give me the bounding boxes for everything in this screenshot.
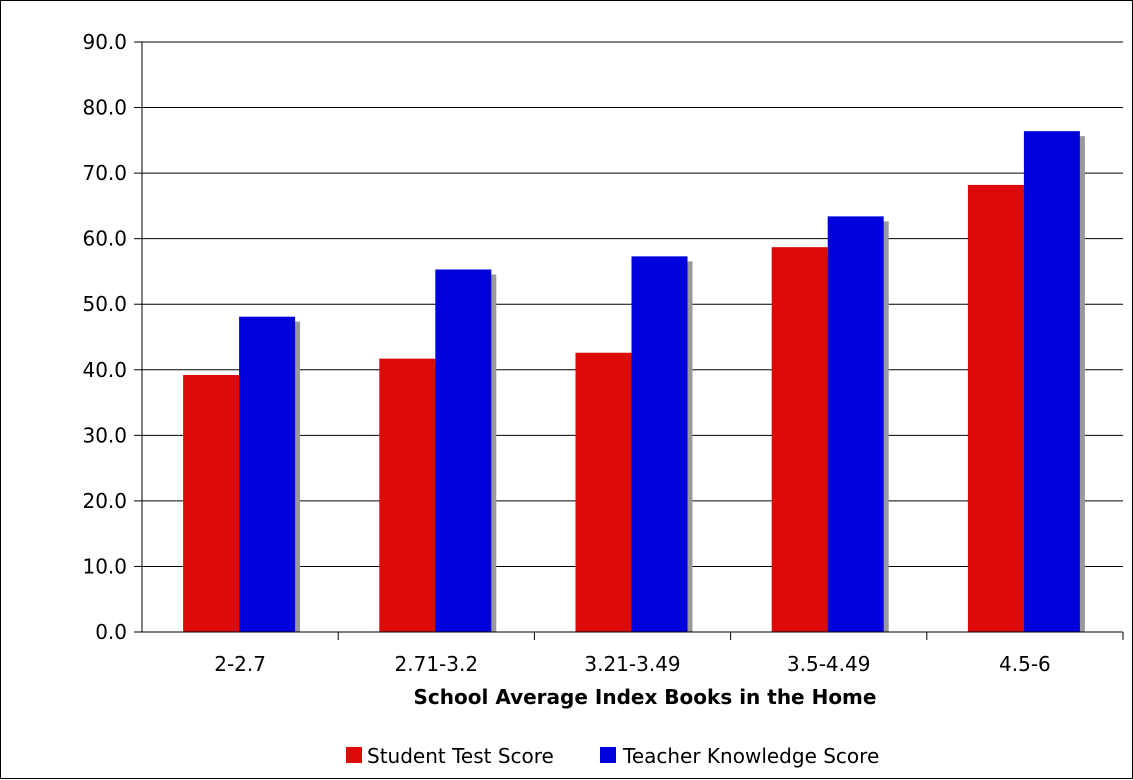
y-tick-label: 30.0 [82, 423, 127, 447]
y-tick-label: 0.0 [95, 620, 127, 644]
x-tick-label: 2-2.7 [214, 652, 266, 676]
legend-label: Teacher Knowledge Score [622, 744, 879, 768]
axes [134, 41, 1124, 640]
x-tick-label: 2.71-3.2 [395, 652, 479, 676]
y-tick-label: 10.0 [82, 554, 127, 578]
bar-student-3 [771, 247, 828, 632]
bar-student-0 [183, 375, 240, 632]
y-tick-label: 80.0 [82, 96, 127, 120]
bar-teacher-4 [1023, 131, 1080, 632]
bar-teacher-2 [631, 256, 688, 632]
bars [183, 131, 1085, 632]
x-tick-labels: 2-2.7 2.71-3.2 3.21-3.49 3.5-4.49 4.5-6 [214, 652, 1051, 676]
x-axis-title: School Average Index Books in the Home [414, 685, 877, 709]
y-tick-label: 70.0 [82, 161, 127, 185]
x-tick-label: 4.5-6 [999, 652, 1051, 676]
x-tick-label: 3.5-4.49 [787, 652, 871, 676]
legend-swatch [600, 747, 616, 763]
y-tick-label: 50.0 [82, 292, 127, 316]
x-tick-label: 3.21-3.49 [584, 652, 680, 676]
y-tick-labels: 0.0 10.0 20.0 30.0 40.0 50.0 60.0 70.0 80.0 90.0 [82, 30, 127, 644]
legend: Student Test Score Teacher Knowledge Scor… [346, 744, 879, 768]
bar-student-4 [967, 184, 1024, 632]
bar-student-2 [575, 352, 632, 632]
y-tick-label: 90.0 [82, 30, 127, 54]
bar-teacher-3 [827, 216, 884, 632]
bar-student-1 [379, 358, 436, 632]
legend-swatch [346, 747, 362, 763]
bar-teacher-1 [435, 269, 492, 632]
y-tick-label: 60.0 [82, 227, 127, 251]
y-tick-label: 20.0 [82, 489, 127, 513]
y-tick-label: 40.0 [82, 358, 127, 382]
bar-teacher-0 [239, 316, 296, 632]
legend-label: Student Test Score [367, 744, 554, 768]
